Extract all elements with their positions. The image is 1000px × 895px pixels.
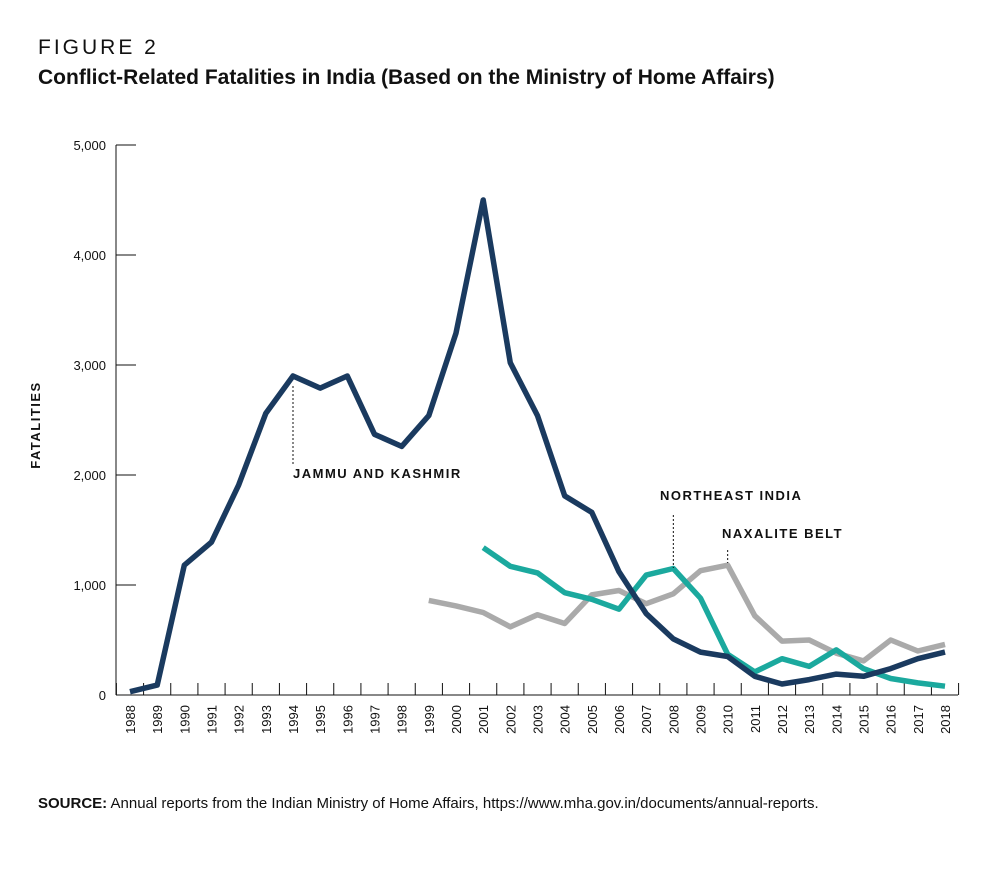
- source-text: Annual reports from the Indian Ministry …: [107, 795, 819, 812]
- x-tick-label: 2001: [476, 705, 491, 734]
- x-tick-label: 2009: [694, 705, 709, 734]
- annotations-group: JAMMU AND KASHMIR NORTHEAST INDIA NAXALITE…: [292, 386, 843, 568]
- x-tick-label: 1998: [395, 705, 410, 734]
- x-tick-label: 1996: [340, 705, 355, 734]
- x-tick-label: 1999: [422, 705, 437, 734]
- line-chart: 0 1,000 2,000 3,000 4,000 5,000 1988 1989 1990 19…: [28, 138, 960, 734]
- x-tick-label: 1992: [232, 705, 247, 734]
- figure-label: FIGURE 2: [38, 36, 159, 59]
- y-tick-label: 0: [99, 688, 106, 703]
- x-tick-label: 2011: [748, 705, 763, 733]
- annotation-label: NORTHEAST INDIA: [660, 488, 802, 503]
- annotation-label: JAMMU AND KASHMIR: [293, 466, 462, 481]
- y-tick-label: 1,000: [73, 578, 106, 593]
- x-tick-label: 2015: [857, 705, 872, 734]
- x-tick-label: 2013: [802, 705, 817, 734]
- x-tick-label: 1990: [177, 705, 192, 734]
- x-tick-label: 1988: [123, 705, 138, 734]
- y-tick-label: 5,000: [73, 138, 106, 153]
- x-tick-label: 2003: [531, 705, 546, 734]
- y-tick-label: 4,000: [73, 248, 106, 263]
- x-tick-label: 1995: [313, 705, 328, 734]
- series-line-northeast-india: [481, 545, 946, 689]
- x-tick-label: 1991: [205, 705, 220, 734]
- x-tick-label: 2002: [503, 705, 518, 734]
- x-tick-label: 2010: [721, 705, 736, 734]
- series-line-jammu-and-kashmir: [129, 197, 946, 695]
- x-tick-label: 2012: [775, 705, 790, 734]
- x-tick-label: 2000: [449, 705, 464, 734]
- x-tick-label: 2008: [666, 705, 681, 734]
- x-tick-label: 2018: [938, 705, 953, 734]
- x-tick-label: 1997: [368, 705, 383, 734]
- x-tick-label: 2017: [911, 705, 926, 734]
- y-axis-title: FATALITIES: [28, 381, 43, 468]
- x-tick-label: 2005: [585, 705, 600, 734]
- x-tick-label: 2016: [884, 705, 899, 734]
- chart-title: Conflict-Related Fatalities in India (Ba…: [38, 66, 775, 89]
- source-note: SOURCE: Annual reports from the Indian M…: [38, 795, 819, 812]
- x-tick-label: 1993: [259, 705, 274, 734]
- x-tick-label: 1994: [286, 705, 301, 734]
- y-tick-label: 2,000: [73, 468, 106, 483]
- x-tick-label: 2007: [639, 705, 654, 734]
- x-tick-label: 2006: [612, 705, 627, 734]
- y-tick-label: 3,000: [73, 358, 106, 373]
- x-tick-label: 1989: [150, 705, 165, 734]
- axes-group: 0 1,000 2,000 3,000 4,000 5,000 1988 1989 1990 19…: [28, 138, 960, 734]
- source-prefix: SOURCE:: [38, 795, 108, 812]
- series-group: [129, 197, 946, 695]
- annotation-label: NAXALITE BELT: [722, 526, 843, 541]
- x-tick-label: 2014: [829, 705, 844, 734]
- x-tick-label: 2004: [558, 705, 573, 734]
